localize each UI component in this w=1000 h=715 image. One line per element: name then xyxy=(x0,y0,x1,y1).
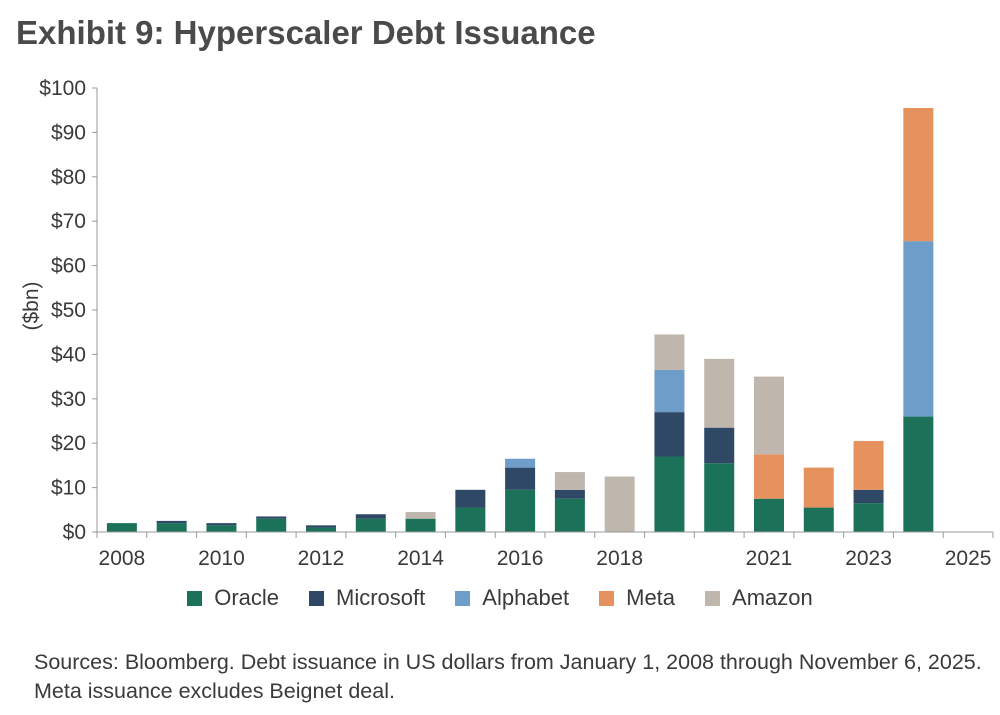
bar-segment-oracle-2023 xyxy=(853,503,884,532)
legend-item-meta: Meta xyxy=(599,585,675,611)
y-tick-label: $40 xyxy=(51,343,86,366)
bar-segment-microsoft-2009 xyxy=(156,520,187,524)
bar-segment-microsoft-2016 xyxy=(505,467,536,490)
bar-segment-oracle-2014 xyxy=(405,518,436,532)
x-tick-label: 2012 xyxy=(298,547,345,570)
y-tick-label: $90 xyxy=(51,121,86,144)
bar-segment-oracle-2021 xyxy=(754,498,784,532)
bar-segment-amazon-2018 xyxy=(604,476,635,532)
bar-segment-oracle-2016 xyxy=(505,489,536,532)
y-tick-label: $70 xyxy=(51,210,86,233)
bar-segment-meta-2022 xyxy=(803,467,834,508)
legend-swatch-microsoft xyxy=(309,590,325,606)
bar-segment-amazon-2020 xyxy=(704,358,735,428)
bar-segment-oracle-2022 xyxy=(803,507,834,532)
bar-segment-alphabet-2024 xyxy=(903,241,934,417)
bar-segment-oracle-2009 xyxy=(156,523,187,532)
bar-segment-microsoft-2023 xyxy=(853,489,884,504)
y-tick-label: $30 xyxy=(51,388,86,411)
x-tick-label: 2025 xyxy=(945,547,992,570)
bar-segment-amazon-2014 xyxy=(405,512,436,519)
bar-segment-microsoft-2010 xyxy=(206,523,237,526)
bar-segment-oracle-2008 xyxy=(106,523,137,532)
legend-swatch-alphabet xyxy=(455,590,471,606)
y-tick-label: $10 xyxy=(51,477,86,500)
x-tick-label: 2014 xyxy=(397,547,444,570)
legend-label: Meta xyxy=(626,585,676,610)
legend-label: Oracle xyxy=(214,585,280,610)
bar-segment-microsoft-2017 xyxy=(554,489,585,499)
legend-item-amazon: Amazon xyxy=(705,585,813,611)
x-tick-label: 2016 xyxy=(497,547,544,570)
bar-segment-microsoft-2011 xyxy=(256,516,287,519)
source-note: Sources: Bloomberg. Debt issuance in US … xyxy=(34,650,982,703)
bar-segment-meta-2024 xyxy=(903,107,934,242)
stacked-bar-chart: ($bn) $0$10$20$30$40$50$60$70$80$90$100 … xyxy=(20,77,994,570)
bar-segment-oracle-2019 xyxy=(654,456,685,532)
legend: Oracle Microsoft Alphabet Meta Amazon xyxy=(0,585,1000,611)
bar-segment-oracle-2024 xyxy=(903,416,934,532)
x-tick-label: 2023 xyxy=(845,547,892,570)
legend-swatch-amazon xyxy=(705,590,721,606)
bar-segment-oracle-2020 xyxy=(704,463,735,532)
legend-label: Microsoft xyxy=(336,585,426,610)
legend-label: Alphabet xyxy=(482,585,570,610)
bar-segment-microsoft-2013 xyxy=(355,514,386,519)
bar-segment-microsoft-2019 xyxy=(654,412,685,457)
bar-segment-oracle-2012 xyxy=(306,527,336,532)
bar-segment-amazon-2021 xyxy=(754,376,784,455)
y-tick-label: $80 xyxy=(51,166,86,189)
bar-segment-meta-2021 xyxy=(754,454,784,499)
x-tick-label: 2008 xyxy=(99,547,146,570)
bar-segment-oracle-2017 xyxy=(554,498,585,532)
y-tick-label: $50 xyxy=(51,299,86,322)
bar-segment-meta-2023 xyxy=(853,440,884,490)
y-tick-label: $20 xyxy=(51,432,86,455)
legend-label: Amazon xyxy=(732,585,813,610)
bar-segment-oracle-2010 xyxy=(206,525,237,532)
x-tick-label: 2021 xyxy=(746,547,793,570)
bar-segment-amazon-2017 xyxy=(554,472,585,490)
legend-item-alphabet: Alphabet xyxy=(455,585,569,611)
y-tick-label: $100 xyxy=(39,77,86,100)
bar-segment-oracle-2011 xyxy=(256,518,287,532)
x-tick-label: 2010 xyxy=(198,547,245,570)
legend-item-microsoft: Microsoft xyxy=(309,585,425,611)
legend-swatch-oracle xyxy=(187,590,203,606)
x-tick-label: 2018 xyxy=(596,547,643,570)
bar-segment-microsoft-2015 xyxy=(455,489,486,508)
y-tick-label: $60 xyxy=(51,255,86,278)
bar-segment-oracle-2015 xyxy=(455,507,486,532)
bar-segment-oracle-2013 xyxy=(355,518,386,532)
bar-segment-microsoft-2020 xyxy=(704,427,735,464)
bar-segment-microsoft-2012 xyxy=(306,525,336,528)
y-tick-label: $0 xyxy=(63,521,86,544)
legend-swatch-meta xyxy=(599,590,615,606)
bar-segment-alphabet-2016 xyxy=(505,458,536,468)
bar-segment-amazon-2019 xyxy=(654,334,685,370)
chart-title: Exhibit 9: Hyperscaler Debt Issuance xyxy=(16,14,596,51)
y-axis-title: ($bn) xyxy=(20,281,43,330)
bar-segment-alphabet-2019 xyxy=(654,369,685,413)
legend-item-oracle: Oracle xyxy=(187,585,279,611)
